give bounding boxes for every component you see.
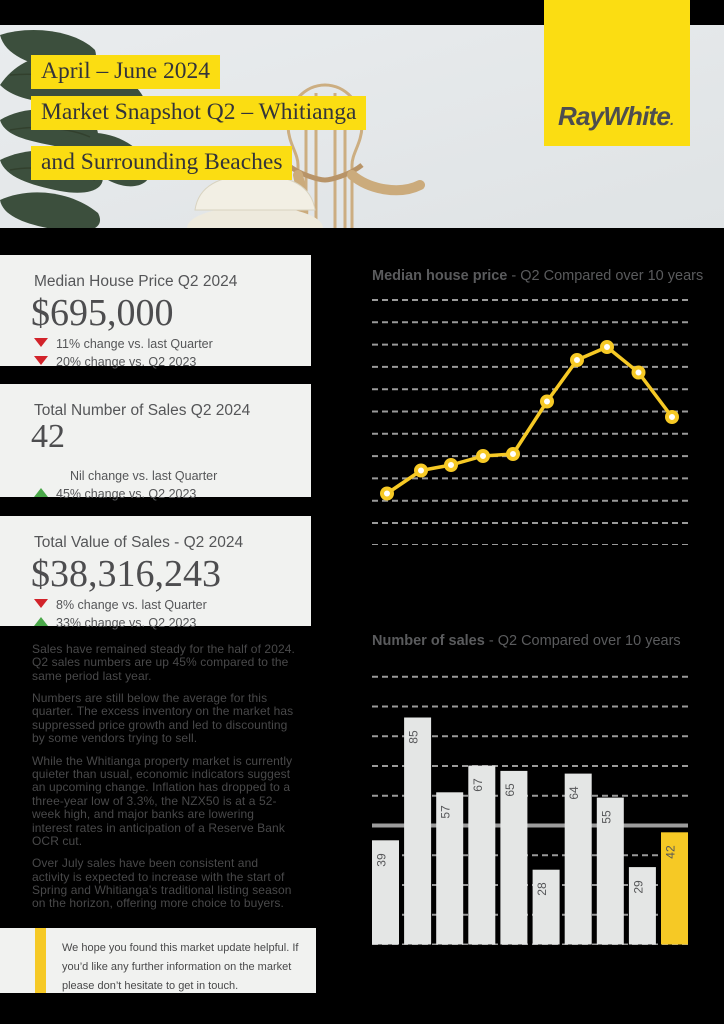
svg-text:85: 85 <box>407 730 421 744</box>
svg-text:42: 42 <box>664 845 678 859</box>
svg-text:64: 64 <box>567 786 581 800</box>
svg-text:39: 39 <box>375 853 389 867</box>
svg-text:55: 55 <box>599 810 613 824</box>
svg-text:65: 65 <box>503 783 517 797</box>
svg-text:57: 57 <box>439 805 453 819</box>
svg-text:67: 67 <box>471 778 485 792</box>
svg-text:29: 29 <box>631 880 645 894</box>
svg-text:28: 28 <box>535 882 549 896</box>
